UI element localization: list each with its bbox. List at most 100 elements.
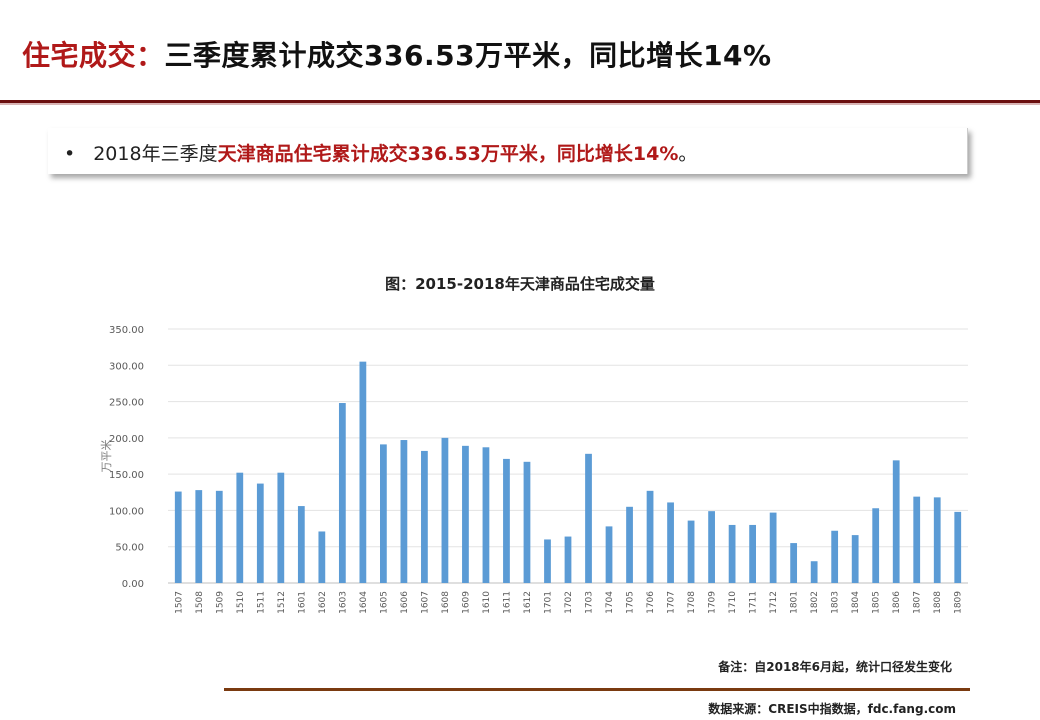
x-tick-label: 1607 — [420, 591, 430, 614]
bar — [749, 524, 756, 583]
x-tick-label: 1509 — [215, 591, 225, 614]
bar — [256, 483, 264, 583]
x-tick-label: 1806 — [892, 591, 902, 614]
bar — [523, 461, 531, 583]
x-tick-label: 1611 — [502, 591, 512, 614]
y-tick-label: 50.00 — [115, 543, 144, 554]
x-tick-label: 1508 — [195, 591, 205, 614]
summary-text: • 2018年三季度天津商品住宅累计成交336.53万平米，同比增长14%。 — [64, 139, 697, 166]
summary-highlight: 天津商品住宅累计成交336.53万平米，同比增长14% — [217, 143, 679, 165]
x-tick-label: 1612 — [523, 591, 533, 614]
summary-callout: • 2018年三季度天津商品住宅累计成交336.53万平米，同比增长14%。 — [48, 128, 968, 174]
bar — [667, 502, 674, 583]
x-tick-label: 1703 — [585, 591, 595, 614]
y-tick-label: 200.00 — [109, 434, 144, 445]
bar — [585, 453, 592, 583]
x-tick-label: 1609 — [461, 591, 471, 614]
x-tick-label: 1605 — [379, 591, 389, 614]
bar — [872, 508, 880, 583]
bar — [687, 520, 695, 583]
bar — [790, 543, 798, 583]
title-divider — [0, 100, 1040, 103]
x-tick-label: 1604 — [359, 591, 369, 614]
x-tick-label: 1702 — [564, 591, 574, 614]
data-source: 数据来源：CREIS中指数据，fdc.fang.com — [708, 702, 956, 716]
bar — [503, 458, 510, 583]
bar — [626, 506, 633, 583]
bar-chart: 0.00 50.00 100.00 150.00 200.00 250.00 300.00 3… — [100, 325, 968, 614]
title-divider-shadow — [0, 103, 1040, 105]
footer-divider — [224, 688, 970, 691]
bar — [851, 535, 859, 583]
x-tick-label: 1804 — [851, 591, 861, 614]
bullet-dot: • — [64, 143, 76, 165]
x-tick-label: 1712 — [769, 591, 779, 614]
bar — [277, 472, 285, 583]
bar — [646, 490, 654, 583]
bar — [195, 490, 203, 583]
y-axis-label: 万平米 — [100, 440, 113, 473]
x-tick-label: 1809 — [954, 591, 964, 614]
page-title: 住宅成交：三季度累计成交336.53万平米，同比增长14% — [22, 34, 772, 74]
page-title-main: 三季度累计成交336.53万平米，同比增长14% — [164, 39, 772, 72]
x-tick-label: 1707 — [667, 591, 677, 614]
x-tick-label: 1606 — [400, 591, 410, 614]
bar — [728, 524, 736, 583]
bar — [380, 444, 387, 583]
bar — [544, 539, 551, 583]
y-tick-label: 0.00 — [122, 579, 144, 590]
x-tick-label: 1801 — [790, 591, 800, 614]
x-tick-label: 1807 — [913, 591, 923, 614]
x-tick-label: 1803 — [831, 591, 841, 614]
bar — [441, 437, 449, 583]
bar — [810, 561, 818, 583]
x-tick-label: 1602 — [318, 591, 328, 614]
y-tick-label: 250.00 — [109, 398, 144, 409]
y-tick-label: 300.00 — [109, 361, 144, 372]
x-tick-label: 1805 — [872, 591, 882, 614]
bar — [421, 450, 428, 583]
bar — [482, 447, 490, 583]
x-tick-label: 1701 — [543, 591, 553, 614]
bar — [359, 361, 367, 583]
x-tick-label: 1510 — [236, 591, 246, 614]
bar — [933, 497, 941, 583]
bar — [400, 440, 408, 583]
x-tick-label: 1802 — [810, 591, 820, 614]
bar — [831, 530, 839, 583]
bar — [297, 506, 305, 583]
bar — [318, 531, 326, 583]
x-tick-label: 1706 — [646, 591, 656, 614]
x-tick-label: 1507 — [174, 591, 184, 614]
bar — [892, 460, 900, 583]
x-tick-label: 1711 — [749, 591, 759, 614]
bar — [769, 512, 777, 583]
x-tick-label: 1601 — [297, 591, 307, 614]
bar — [913, 496, 921, 583]
chart-title: 图：2015-2018年天津商品住宅成交量 — [385, 275, 655, 293]
bar — [564, 536, 572, 583]
summary-suffix: 。 — [678, 143, 698, 165]
x-tick-label: 1608 — [441, 591, 451, 614]
bar — [462, 445, 469, 583]
y-tick-label: 150.00 — [109, 470, 144, 481]
summary-prefix: 2018年三季度 — [93, 143, 218, 165]
x-tick-label: 1708 — [687, 591, 697, 614]
page-title-accent: 住宅成交： — [22, 39, 165, 72]
bar — [338, 403, 346, 583]
bar — [708, 511, 715, 583]
x-tick-label: 1511 — [256, 591, 266, 614]
x-tick-label: 1709 — [708, 591, 718, 614]
x-tick-label: 1705 — [626, 591, 636, 614]
chart-note: 备注：自2018年6月起，统计口径发生变化 — [718, 660, 952, 674]
bar — [605, 526, 613, 583]
y-tick-label: 100.00 — [109, 506, 144, 517]
y-tick-label: 350.00 — [109, 325, 144, 336]
x-tick-label: 1710 — [728, 591, 738, 614]
bar — [954, 511, 962, 583]
x-tick-label: 1603 — [338, 591, 348, 614]
x-tick-label: 1512 — [277, 591, 287, 614]
bar — [174, 491, 182, 583]
x-tick-label: 1704 — [605, 591, 615, 614]
x-tick-label: 1808 — [933, 591, 943, 614]
